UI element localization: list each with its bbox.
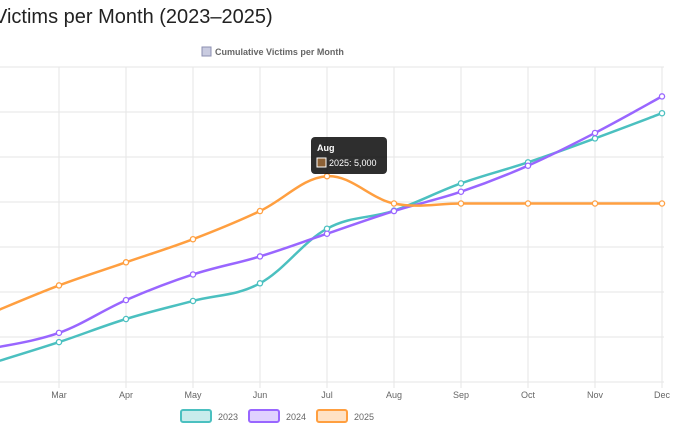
tooltip: Aug 2025: 5,000 xyxy=(311,137,387,174)
tooltip-background xyxy=(311,137,387,174)
grid xyxy=(0,66,664,388)
x-tick-label: Jun xyxy=(253,390,268,400)
data-point xyxy=(390,207,398,215)
legend-swatch xyxy=(180,409,212,423)
data-point xyxy=(122,315,130,323)
chart-title: Cumulative Victims per Month xyxy=(215,47,344,57)
series-2024 xyxy=(0,93,666,349)
x-tick-label: Sep xyxy=(453,390,469,400)
x-tick-label: May xyxy=(184,390,202,400)
data-point xyxy=(189,297,197,305)
data-point xyxy=(457,200,465,207)
tooltip-title: Aug xyxy=(317,143,335,153)
legend-label: 2024 xyxy=(286,412,306,422)
data-point xyxy=(122,259,130,266)
x-tick-label: Jul xyxy=(321,390,333,400)
x-tick-label: Dec xyxy=(654,390,671,400)
data-point xyxy=(55,338,63,346)
data-point xyxy=(256,253,264,260)
data-point xyxy=(591,135,599,142)
legend: 2023 2024 2025 xyxy=(180,409,374,423)
data-point xyxy=(591,129,599,137)
data-point xyxy=(390,200,398,207)
series-line-2024 xyxy=(0,95,663,349)
x-tick-label: Apr xyxy=(119,390,133,400)
x-tick-label: Mar xyxy=(51,390,67,400)
chart-title-legend-box xyxy=(201,46,212,57)
data-point xyxy=(189,235,197,243)
data-point xyxy=(323,172,331,180)
page-title: Victims per Month (2023–2025) xyxy=(0,6,273,28)
data-point xyxy=(256,280,264,287)
legend-swatch xyxy=(316,409,348,423)
data-point xyxy=(457,188,465,195)
data-point xyxy=(189,271,197,278)
data-point xyxy=(122,296,130,304)
x-tick-label: Aug xyxy=(386,390,402,400)
data-point xyxy=(658,93,666,100)
x-tick-label: Oct xyxy=(521,390,536,400)
tooltip-body: 2025: 5,000 xyxy=(329,158,377,168)
series-2025 xyxy=(0,172,666,311)
data-point xyxy=(658,109,666,117)
data-point xyxy=(323,230,331,237)
data-point xyxy=(658,200,666,207)
data-point xyxy=(256,207,264,215)
data-point xyxy=(524,200,532,207)
data-point xyxy=(55,282,63,289)
data-point xyxy=(524,162,532,169)
legend-swatch xyxy=(248,409,280,423)
tooltip-swatch xyxy=(316,157,327,168)
data-point xyxy=(457,180,465,187)
legend-label: 2025 xyxy=(354,412,374,422)
x-tick-label: Nov xyxy=(587,390,604,400)
data-point xyxy=(55,329,63,337)
x-axis-ticks: Mar Apr May Jun Jul Aug Sep Oct Nov Dec xyxy=(51,390,670,400)
data-point xyxy=(591,200,599,207)
legend-label: 2023 xyxy=(218,412,238,422)
series-group xyxy=(0,93,666,362)
